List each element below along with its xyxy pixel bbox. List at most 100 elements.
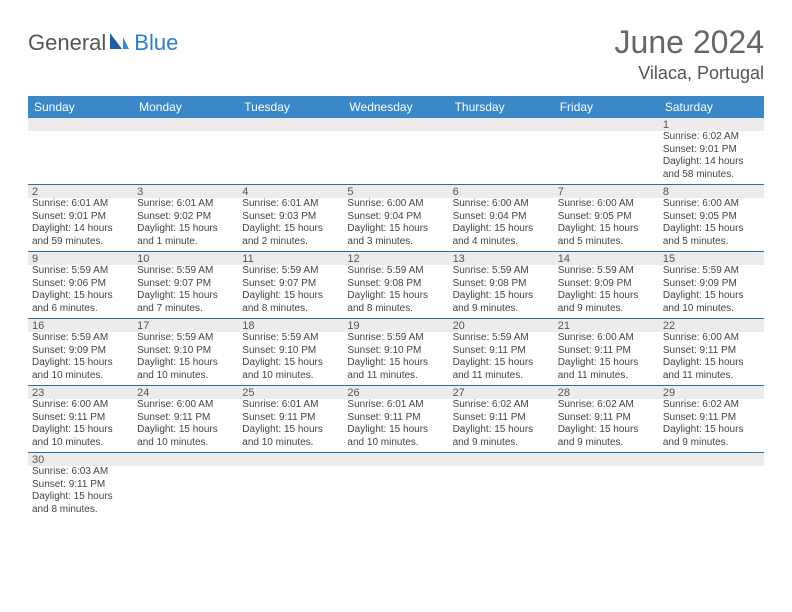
brand-text-1: General xyxy=(28,30,106,56)
day-details xyxy=(554,131,659,184)
day-number: 15 xyxy=(659,252,764,265)
day-number: 27 xyxy=(449,386,554,399)
day-number: 26 xyxy=(343,386,448,399)
day-details: Sunrise: 6:01 AM Sunset: 9:01 PM Dayligh… xyxy=(28,198,133,251)
day-number: 9 xyxy=(28,252,133,265)
brand-text-2: Blue xyxy=(134,30,178,56)
day-number: 3 xyxy=(133,185,238,198)
dow-tuesday: Tuesday xyxy=(238,96,343,118)
day-details: Sunrise: 6:00 AM Sunset: 9:11 PM Dayligh… xyxy=(659,332,764,385)
day-number xyxy=(133,453,238,466)
day-details xyxy=(238,131,343,184)
day-details: Sunrise: 6:00 AM Sunset: 9:11 PM Dayligh… xyxy=(133,399,238,452)
dow-sunday: Sunday xyxy=(28,96,133,118)
calendar-page: General Blue June 2024 Vilaca, Portugal … xyxy=(0,0,792,519)
day-number: 14 xyxy=(554,252,659,265)
day-number xyxy=(238,453,343,466)
day-details: Sunrise: 6:02 AM Sunset: 9:01 PM Dayligh… xyxy=(659,131,764,184)
day-number: 13 xyxy=(449,252,554,265)
day-details: Sunrise: 6:02 AM Sunset: 9:11 PM Dayligh… xyxy=(449,399,554,452)
dow-saturday: Saturday xyxy=(659,96,764,118)
day-details: Sunrise: 5:59 AM Sunset: 9:09 PM Dayligh… xyxy=(28,332,133,385)
day-details: Sunrise: 6:02 AM Sunset: 9:11 PM Dayligh… xyxy=(659,399,764,452)
dow-monday: Monday xyxy=(133,96,238,118)
dow-thursday: Thursday xyxy=(449,96,554,118)
day-number xyxy=(343,118,448,131)
day-number: 4 xyxy=(238,185,343,198)
day-details: Sunrise: 6:00 AM Sunset: 9:05 PM Dayligh… xyxy=(554,198,659,251)
dow-friday: Friday xyxy=(554,96,659,118)
day-details: Sunrise: 5:59 AM Sunset: 9:08 PM Dayligh… xyxy=(343,265,448,318)
day-number-row: 1 xyxy=(28,118,764,131)
sail-icon xyxy=(108,31,130,56)
day-details: Sunrise: 5:59 AM Sunset: 9:09 PM Dayligh… xyxy=(659,265,764,318)
day-number: 16 xyxy=(28,319,133,332)
day-details xyxy=(659,466,764,519)
day-number xyxy=(449,453,554,466)
day-details xyxy=(449,466,554,519)
day-details: Sunrise: 6:01 AM Sunset: 9:11 PM Dayligh… xyxy=(343,399,448,452)
day-number: 21 xyxy=(554,319,659,332)
day-number: 1 xyxy=(659,118,764,131)
day-number xyxy=(133,118,238,131)
day-details: Sunrise: 6:02 AM Sunset: 9:11 PM Dayligh… xyxy=(554,399,659,452)
day-details xyxy=(28,131,133,184)
month-title: June 2024 xyxy=(615,24,764,61)
week-row: 16171819202122Sunrise: 5:59 AM Sunset: 9… xyxy=(28,319,764,386)
day-details: Sunrise: 6:00 AM Sunset: 9:11 PM Dayligh… xyxy=(28,399,133,452)
day-number: 12 xyxy=(343,252,448,265)
day-detail-row: Sunrise: 6:01 AM Sunset: 9:01 PM Dayligh… xyxy=(28,198,764,251)
day-details xyxy=(343,466,448,519)
week-row: 1Sunrise: 6:02 AM Sunset: 9:01 PM Daylig… xyxy=(28,118,764,185)
day-number: 7 xyxy=(554,185,659,198)
day-details: Sunrise: 6:03 AM Sunset: 9:11 PM Dayligh… xyxy=(28,466,133,519)
day-details: Sunrise: 6:01 AM Sunset: 9:02 PM Dayligh… xyxy=(133,198,238,251)
day-detail-row: Sunrise: 5:59 AM Sunset: 9:09 PM Dayligh… xyxy=(28,332,764,385)
day-number: 29 xyxy=(659,386,764,399)
week-row: 9101112131415Sunrise: 5:59 AM Sunset: 9:… xyxy=(28,252,764,319)
day-details: Sunrise: 6:00 AM Sunset: 9:05 PM Dayligh… xyxy=(659,198,764,251)
day-number xyxy=(343,453,448,466)
day-details: Sunrise: 5:59 AM Sunset: 9:07 PM Dayligh… xyxy=(133,265,238,318)
day-number: 24 xyxy=(133,386,238,399)
day-details: Sunrise: 6:00 AM Sunset: 9:11 PM Dayligh… xyxy=(554,332,659,385)
page-header: General Blue June 2024 Vilaca, Portugal xyxy=(28,24,764,84)
day-number: 18 xyxy=(238,319,343,332)
day-number: 20 xyxy=(449,319,554,332)
day-number-row: 9101112131415 xyxy=(28,252,764,265)
day-details xyxy=(449,131,554,184)
day-number xyxy=(554,118,659,131)
day-detail-row: Sunrise: 5:59 AM Sunset: 9:06 PM Dayligh… xyxy=(28,265,764,318)
day-details: Sunrise: 5:59 AM Sunset: 9:10 PM Dayligh… xyxy=(343,332,448,385)
day-number: 10 xyxy=(133,252,238,265)
day-number: 5 xyxy=(343,185,448,198)
day-details: Sunrise: 6:00 AM Sunset: 9:04 PM Dayligh… xyxy=(449,198,554,251)
day-details: Sunrise: 5:59 AM Sunset: 9:11 PM Dayligh… xyxy=(449,332,554,385)
day-number-row: 23242526272829 xyxy=(28,386,764,399)
day-details: Sunrise: 5:59 AM Sunset: 9:06 PM Dayligh… xyxy=(28,265,133,318)
day-number-row: 2345678 xyxy=(28,185,764,198)
day-number: 11 xyxy=(238,252,343,265)
day-details xyxy=(238,466,343,519)
location-label: Vilaca, Portugal xyxy=(615,63,764,84)
day-number xyxy=(554,453,659,466)
day-details: Sunrise: 5:59 AM Sunset: 9:10 PM Dayligh… xyxy=(133,332,238,385)
day-details xyxy=(343,131,448,184)
week-row: 30Sunrise: 6:03 AM Sunset: 9:11 PM Dayli… xyxy=(28,453,764,519)
day-number xyxy=(28,118,133,131)
weeks-container: 1Sunrise: 6:02 AM Sunset: 9:01 PM Daylig… xyxy=(28,118,764,519)
day-number: 6 xyxy=(449,185,554,198)
calendar-grid: Sunday Monday Tuesday Wednesday Thursday… xyxy=(28,96,764,519)
day-details: Sunrise: 5:59 AM Sunset: 9:07 PM Dayligh… xyxy=(238,265,343,318)
day-number: 2 xyxy=(28,185,133,198)
day-details xyxy=(554,466,659,519)
week-row: 2345678Sunrise: 6:01 AM Sunset: 9:01 PM … xyxy=(28,185,764,252)
day-details: Sunrise: 6:01 AM Sunset: 9:03 PM Dayligh… xyxy=(238,198,343,251)
day-detail-row: Sunrise: 6:03 AM Sunset: 9:11 PM Dayligh… xyxy=(28,466,764,519)
day-number: 19 xyxy=(343,319,448,332)
day-details xyxy=(133,466,238,519)
brand-logo: General Blue xyxy=(28,24,178,56)
day-details: Sunrise: 6:01 AM Sunset: 9:11 PM Dayligh… xyxy=(238,399,343,452)
day-number: 17 xyxy=(133,319,238,332)
day-detail-row: Sunrise: 6:00 AM Sunset: 9:11 PM Dayligh… xyxy=(28,399,764,452)
